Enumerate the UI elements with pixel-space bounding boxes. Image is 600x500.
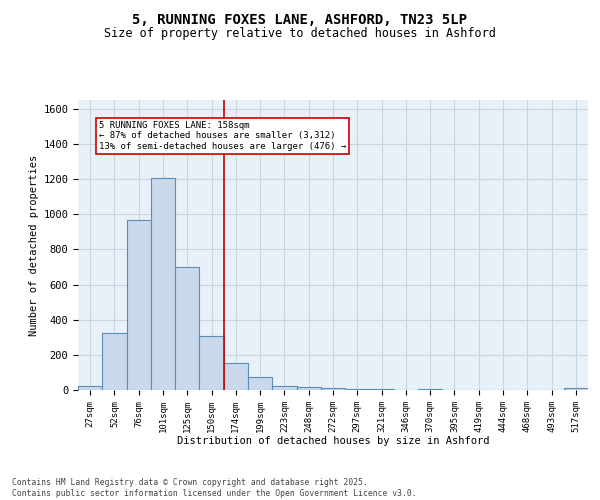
- Text: Size of property relative to detached houses in Ashford: Size of property relative to detached ho…: [104, 28, 496, 40]
- Text: Contains HM Land Registry data © Crown copyright and database right 2025.
Contai: Contains HM Land Registry data © Crown c…: [12, 478, 416, 498]
- Text: 5 RUNNING FOXES LANE: 158sqm
← 87% of detached houses are smaller (3,312)
13% of: 5 RUNNING FOXES LANE: 158sqm ← 87% of de…: [98, 121, 346, 151]
- Bar: [564, 388, 588, 390]
- Y-axis label: Number of detached properties: Number of detached properties: [29, 154, 39, 336]
- Text: 5, RUNNING FOXES LANE, ASHFORD, TN23 5LP: 5, RUNNING FOXES LANE, ASHFORD, TN23 5LP: [133, 12, 467, 26]
- Bar: [151, 178, 175, 390]
- Bar: [248, 377, 272, 390]
- Bar: [321, 388, 345, 390]
- Bar: [418, 388, 442, 390]
- Bar: [175, 267, 199, 390]
- Bar: [345, 389, 370, 390]
- Bar: [224, 363, 248, 390]
- Bar: [296, 388, 321, 390]
- Bar: [102, 334, 127, 390]
- Bar: [199, 336, 224, 390]
- Bar: [78, 386, 102, 390]
- X-axis label: Distribution of detached houses by size in Ashford: Distribution of detached houses by size …: [177, 436, 489, 446]
- Bar: [127, 220, 151, 390]
- Bar: [272, 386, 296, 390]
